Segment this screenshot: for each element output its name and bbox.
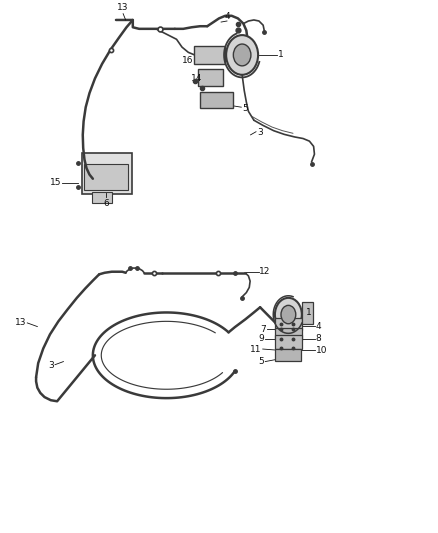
Text: 13: 13 (15, 318, 26, 327)
FancyBboxPatch shape (194, 46, 225, 64)
FancyBboxPatch shape (275, 335, 302, 349)
Circle shape (275, 298, 302, 332)
Text: 3: 3 (49, 361, 54, 370)
FancyBboxPatch shape (84, 164, 128, 190)
Text: 1: 1 (306, 308, 311, 317)
FancyBboxPatch shape (275, 318, 302, 330)
Text: 3: 3 (257, 128, 263, 138)
Text: 9: 9 (259, 334, 265, 343)
Circle shape (233, 44, 251, 66)
Text: 14: 14 (191, 74, 203, 83)
FancyBboxPatch shape (81, 153, 131, 195)
Text: 11: 11 (251, 344, 262, 353)
Text: 4: 4 (225, 12, 230, 21)
Text: 15: 15 (50, 179, 61, 188)
FancyBboxPatch shape (198, 69, 223, 86)
Text: 7: 7 (260, 325, 266, 334)
FancyBboxPatch shape (302, 302, 313, 324)
Text: 5: 5 (259, 357, 265, 366)
Text: 6: 6 (103, 199, 109, 207)
Text: 12: 12 (259, 267, 271, 276)
FancyBboxPatch shape (92, 192, 112, 203)
Text: 13: 13 (117, 3, 129, 12)
Text: 16: 16 (182, 55, 194, 64)
Text: 4: 4 (316, 321, 321, 330)
Text: 10: 10 (316, 345, 327, 354)
Circle shape (281, 305, 296, 324)
FancyBboxPatch shape (275, 328, 302, 340)
FancyBboxPatch shape (200, 92, 233, 108)
FancyBboxPatch shape (276, 349, 301, 360)
Text: 1: 1 (278, 51, 284, 60)
Circle shape (226, 35, 258, 75)
Text: 5: 5 (242, 104, 248, 113)
Text: 8: 8 (316, 334, 321, 343)
